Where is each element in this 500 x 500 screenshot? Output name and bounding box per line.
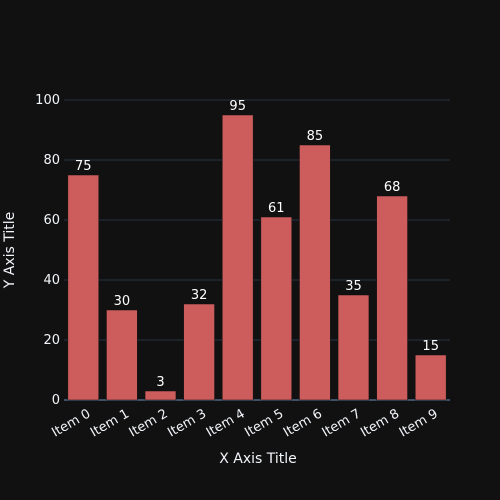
x-tick-label: Item 2	[127, 406, 171, 440]
bar	[222, 114, 254, 401]
bar	[415, 354, 447, 401]
y-axis-ticks: 0 20 40 60 80 100	[35, 93, 60, 408]
x-tick-label: Item 0	[49, 406, 93, 440]
data-labels: 75 30 3 32 95 61 85 35 68 15	[75, 99, 439, 390]
x-tick-label: Item 7	[320, 406, 364, 440]
bar	[299, 144, 331, 401]
bar-value-label: 75	[75, 159, 92, 174]
bar-value-label: 85	[307, 129, 324, 144]
bar	[67, 174, 99, 401]
bar	[183, 303, 215, 401]
y-tick-label: 80	[43, 153, 60, 168]
bar	[337, 294, 370, 401]
bars	[67, 114, 447, 401]
x-tick-label: Item 9	[397, 406, 441, 440]
bar-value-label: 32	[191, 288, 208, 303]
bar-value-label: 68	[384, 180, 401, 195]
y-tick-label: 60	[43, 213, 60, 228]
x-tick-label: Item 3	[165, 406, 209, 440]
bar	[260, 216, 292, 401]
y-tick-label: 20	[43, 333, 60, 348]
x-tick-label: Item 4	[204, 406, 248, 440]
bar	[144, 390, 177, 401]
y-tick-label: 0	[52, 393, 60, 408]
bar-value-label: 15	[422, 339, 439, 354]
y-tick-label: 100	[35, 93, 60, 108]
bar	[106, 309, 138, 401]
y-axis-title: Y Axis Title	[2, 212, 18, 290]
bar	[376, 195, 408, 401]
x-axis-title: X Axis Title	[219, 451, 297, 467]
bar-value-label: 3	[156, 375, 164, 390]
y-tick-label: 40	[43, 273, 60, 288]
bar-value-label: 30	[114, 294, 131, 309]
bar-value-label: 35	[345, 279, 362, 294]
x-tick-label: Item 1	[88, 406, 132, 440]
x-tick-label: Item 8	[358, 406, 402, 440]
bar-value-label: 95	[229, 99, 246, 114]
x-tick-label: Item 6	[281, 406, 325, 440]
bar-value-label: 61	[268, 201, 285, 216]
x-tick-label: Item 5	[242, 406, 286, 440]
